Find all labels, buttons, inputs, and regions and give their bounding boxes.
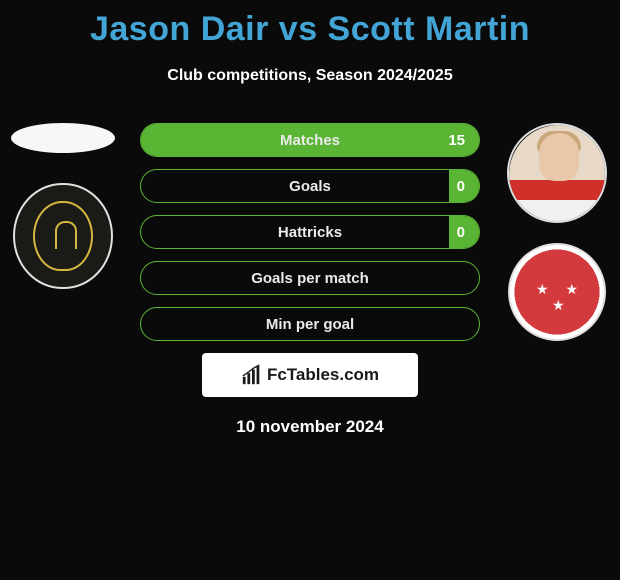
branding-badge: FcTables.com <box>202 353 418 397</box>
club-crest-right: ★ ★ ★ <box>508 243 606 341</box>
comparison-content: ★ ★ ★ Matches 15 Goals 0 Hattricks 0 Goals per… <box>0 123 620 437</box>
stat-value-right: 0 <box>457 178 465 195</box>
bar-chart-icon <box>241 364 263 386</box>
stat-row: Goals 0 <box>140 169 480 203</box>
right-column: ★ ★ ★ <box>502 123 612 341</box>
stat-label: Min per goal <box>266 316 354 333</box>
player-photo-right <box>507 123 607 223</box>
stats-table: Matches 15 Goals 0 Hattricks 0 Goals per match… <box>140 123 480 341</box>
club-crest-left <box>13 183 113 289</box>
stat-label: Goals <box>289 178 331 195</box>
page-title: Jason Dair vs Scott Martin <box>0 0 620 49</box>
stat-label: Matches <box>280 132 340 149</box>
stat-row: Min per goal <box>140 307 480 341</box>
stat-row: Goals per match <box>140 261 480 295</box>
stat-row: Hattricks 0 <box>140 215 480 249</box>
stat-label: Hattricks <box>278 224 342 241</box>
left-column <box>8 123 118 289</box>
player-placeholder-left <box>11 123 115 153</box>
stat-value-right: 15 <box>448 132 465 149</box>
stat-label: Goals per match <box>251 270 369 287</box>
comparison-date: 10 november 2024 <box>0 417 620 437</box>
branding-text: FcTables.com <box>267 365 379 385</box>
stat-value-right: 0 <box>457 224 465 241</box>
stat-row: Matches 15 <box>140 123 480 157</box>
page-subtitle: Club competitions, Season 2024/2025 <box>0 67 620 85</box>
